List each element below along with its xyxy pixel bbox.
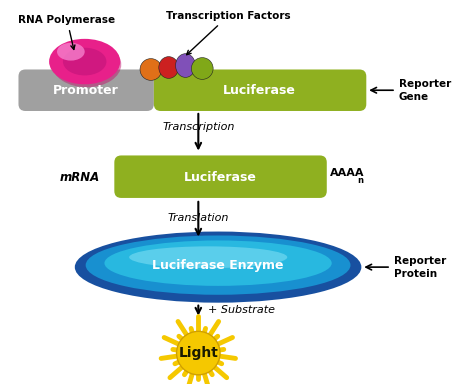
Ellipse shape [158,57,178,78]
Ellipse shape [49,39,120,84]
Text: Protein: Protein [393,269,436,279]
Text: Translation: Translation [167,213,229,223]
Text: Gene: Gene [398,92,428,102]
Text: Reporter: Reporter [398,79,450,89]
Text: n: n [357,176,363,185]
Ellipse shape [57,43,85,61]
Ellipse shape [191,58,213,80]
Text: Luciferase Enzyme: Luciferase Enzyme [152,259,283,272]
Ellipse shape [63,48,106,75]
Text: AAAA: AAAA [329,168,363,178]
Ellipse shape [86,235,350,295]
Ellipse shape [129,246,287,268]
Text: Luciferase: Luciferase [183,171,256,184]
FancyBboxPatch shape [114,156,326,198]
Text: Reporter: Reporter [393,256,445,266]
Ellipse shape [175,54,195,77]
Ellipse shape [52,42,121,87]
Text: Promoter: Promoter [53,84,118,97]
Text: Light: Light [178,346,218,360]
Text: Transcription: Transcription [162,122,234,132]
FancyBboxPatch shape [19,69,154,111]
Text: + Substrate: + Substrate [208,305,275,315]
Text: RNA Polymerase: RNA Polymerase [19,15,115,49]
Ellipse shape [140,59,162,80]
Ellipse shape [75,232,361,303]
FancyBboxPatch shape [154,69,365,111]
Text: mRNA: mRNA [59,171,100,184]
Text: Transcription Factors: Transcription Factors [165,11,290,55]
Text: Luciferase: Luciferase [223,84,295,97]
Circle shape [176,331,219,375]
Ellipse shape [104,240,331,286]
